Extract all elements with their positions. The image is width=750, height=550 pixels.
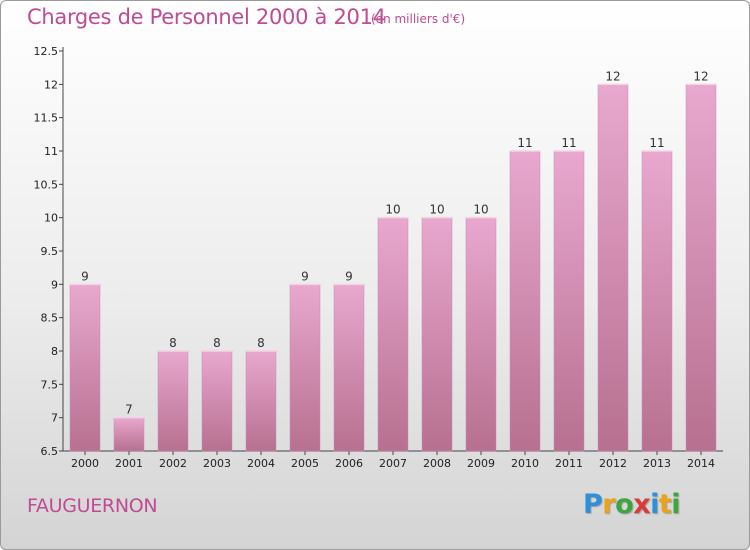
value-label: 9 (301, 269, 309, 283)
x-tick-label: 2012 (599, 457, 627, 470)
x-tick-label: 2014 (687, 457, 715, 470)
x-tick-label: 2002 (159, 457, 187, 470)
chart-bars (69, 83, 717, 452)
value-label: 9 (345, 269, 353, 283)
brand-letter: o (615, 489, 634, 520)
value-label: 11 (517, 136, 532, 150)
y-tick-label: 7.5 (41, 378, 59, 391)
y-tick-label: 6.5 (41, 445, 59, 458)
x-tick-label: 2005 (291, 457, 319, 470)
value-label: 11 (649, 136, 664, 150)
y-tick-label: 8.5 (41, 312, 59, 325)
x-tick-label: 2010 (511, 457, 539, 470)
bar-2009 (465, 217, 497, 452)
y-tick-label: 10.5 (34, 178, 59, 191)
chart-labels: 2000 9 2001 7 2002 8 2003 8 2004 8 2005 9 2006 9 2007 1… (71, 69, 715, 470)
brand-letter: t (658, 489, 672, 520)
bar-2011 (553, 150, 585, 452)
y-tick-label: 12.5 (34, 45, 59, 58)
bar-2014 (685, 84, 717, 452)
chart-title: Charges de Personnel 2000 à 2014 (27, 5, 386, 29)
bar-2000 (69, 284, 101, 452)
y-tick-label: 10 (44, 212, 58, 225)
x-tick-label: 2004 (247, 457, 275, 470)
brand-letter: i (671, 489, 681, 520)
x-tick-label: 2003 (203, 457, 231, 470)
x-tick-label: 2000 (71, 457, 99, 470)
x-tick-label: 2009 (467, 457, 495, 470)
y-tick-label: 11 (44, 145, 58, 158)
bar-2007 (377, 217, 409, 452)
value-label: 8 (213, 336, 221, 350)
value-label: 8 (169, 336, 177, 350)
x-tick-label: 2008 (423, 457, 451, 470)
y-tick-label: 11.5 (34, 112, 59, 125)
brand-letter: P (583, 489, 603, 520)
x-tick-label: 2001 (115, 457, 143, 470)
brand-letter: i (650, 489, 659, 520)
brand-letter: r (602, 489, 616, 520)
bar-2004 (245, 350, 277, 452)
brand-logo: Proxiti (583, 489, 681, 520)
value-label: 8 (257, 336, 265, 350)
value-label: 12 (605, 69, 620, 83)
value-label: 7 (125, 403, 133, 417)
value-label: 10 (429, 203, 444, 217)
x-tick-label: 2007 (379, 457, 407, 470)
x-tick-label: 2011 (555, 457, 583, 470)
y-tick-label: 9 (51, 278, 58, 291)
bar-2003 (201, 350, 233, 452)
bar-2012 (597, 84, 629, 452)
bar-2005 (289, 284, 321, 452)
y-tick-label: 7 (51, 412, 58, 425)
bar-2006 (333, 284, 365, 452)
value-label: 9 (81, 269, 89, 283)
bar-2013 (641, 150, 673, 452)
bar-2010 (509, 150, 541, 452)
x-tick-label: 2013 (643, 457, 671, 470)
value-label: 10 (385, 203, 400, 217)
y-tick-label: 9.5 (41, 245, 59, 258)
x-tick-label: 2006 (335, 457, 363, 470)
town-name: FAUGUERNON (27, 495, 158, 517)
value-label: 10 (473, 203, 488, 217)
value-label: 12 (693, 69, 708, 83)
brand-letter: x (633, 489, 651, 520)
y-tick-label: 8 (51, 345, 58, 358)
bar-2002 (157, 350, 189, 452)
y-tick-label: 12 (44, 78, 58, 91)
bar-2008 (421, 217, 453, 452)
chart-subtitle: (en milliers d'€) (371, 12, 466, 26)
bar-2001 (113, 417, 145, 452)
value-label: 11 (561, 136, 576, 150)
